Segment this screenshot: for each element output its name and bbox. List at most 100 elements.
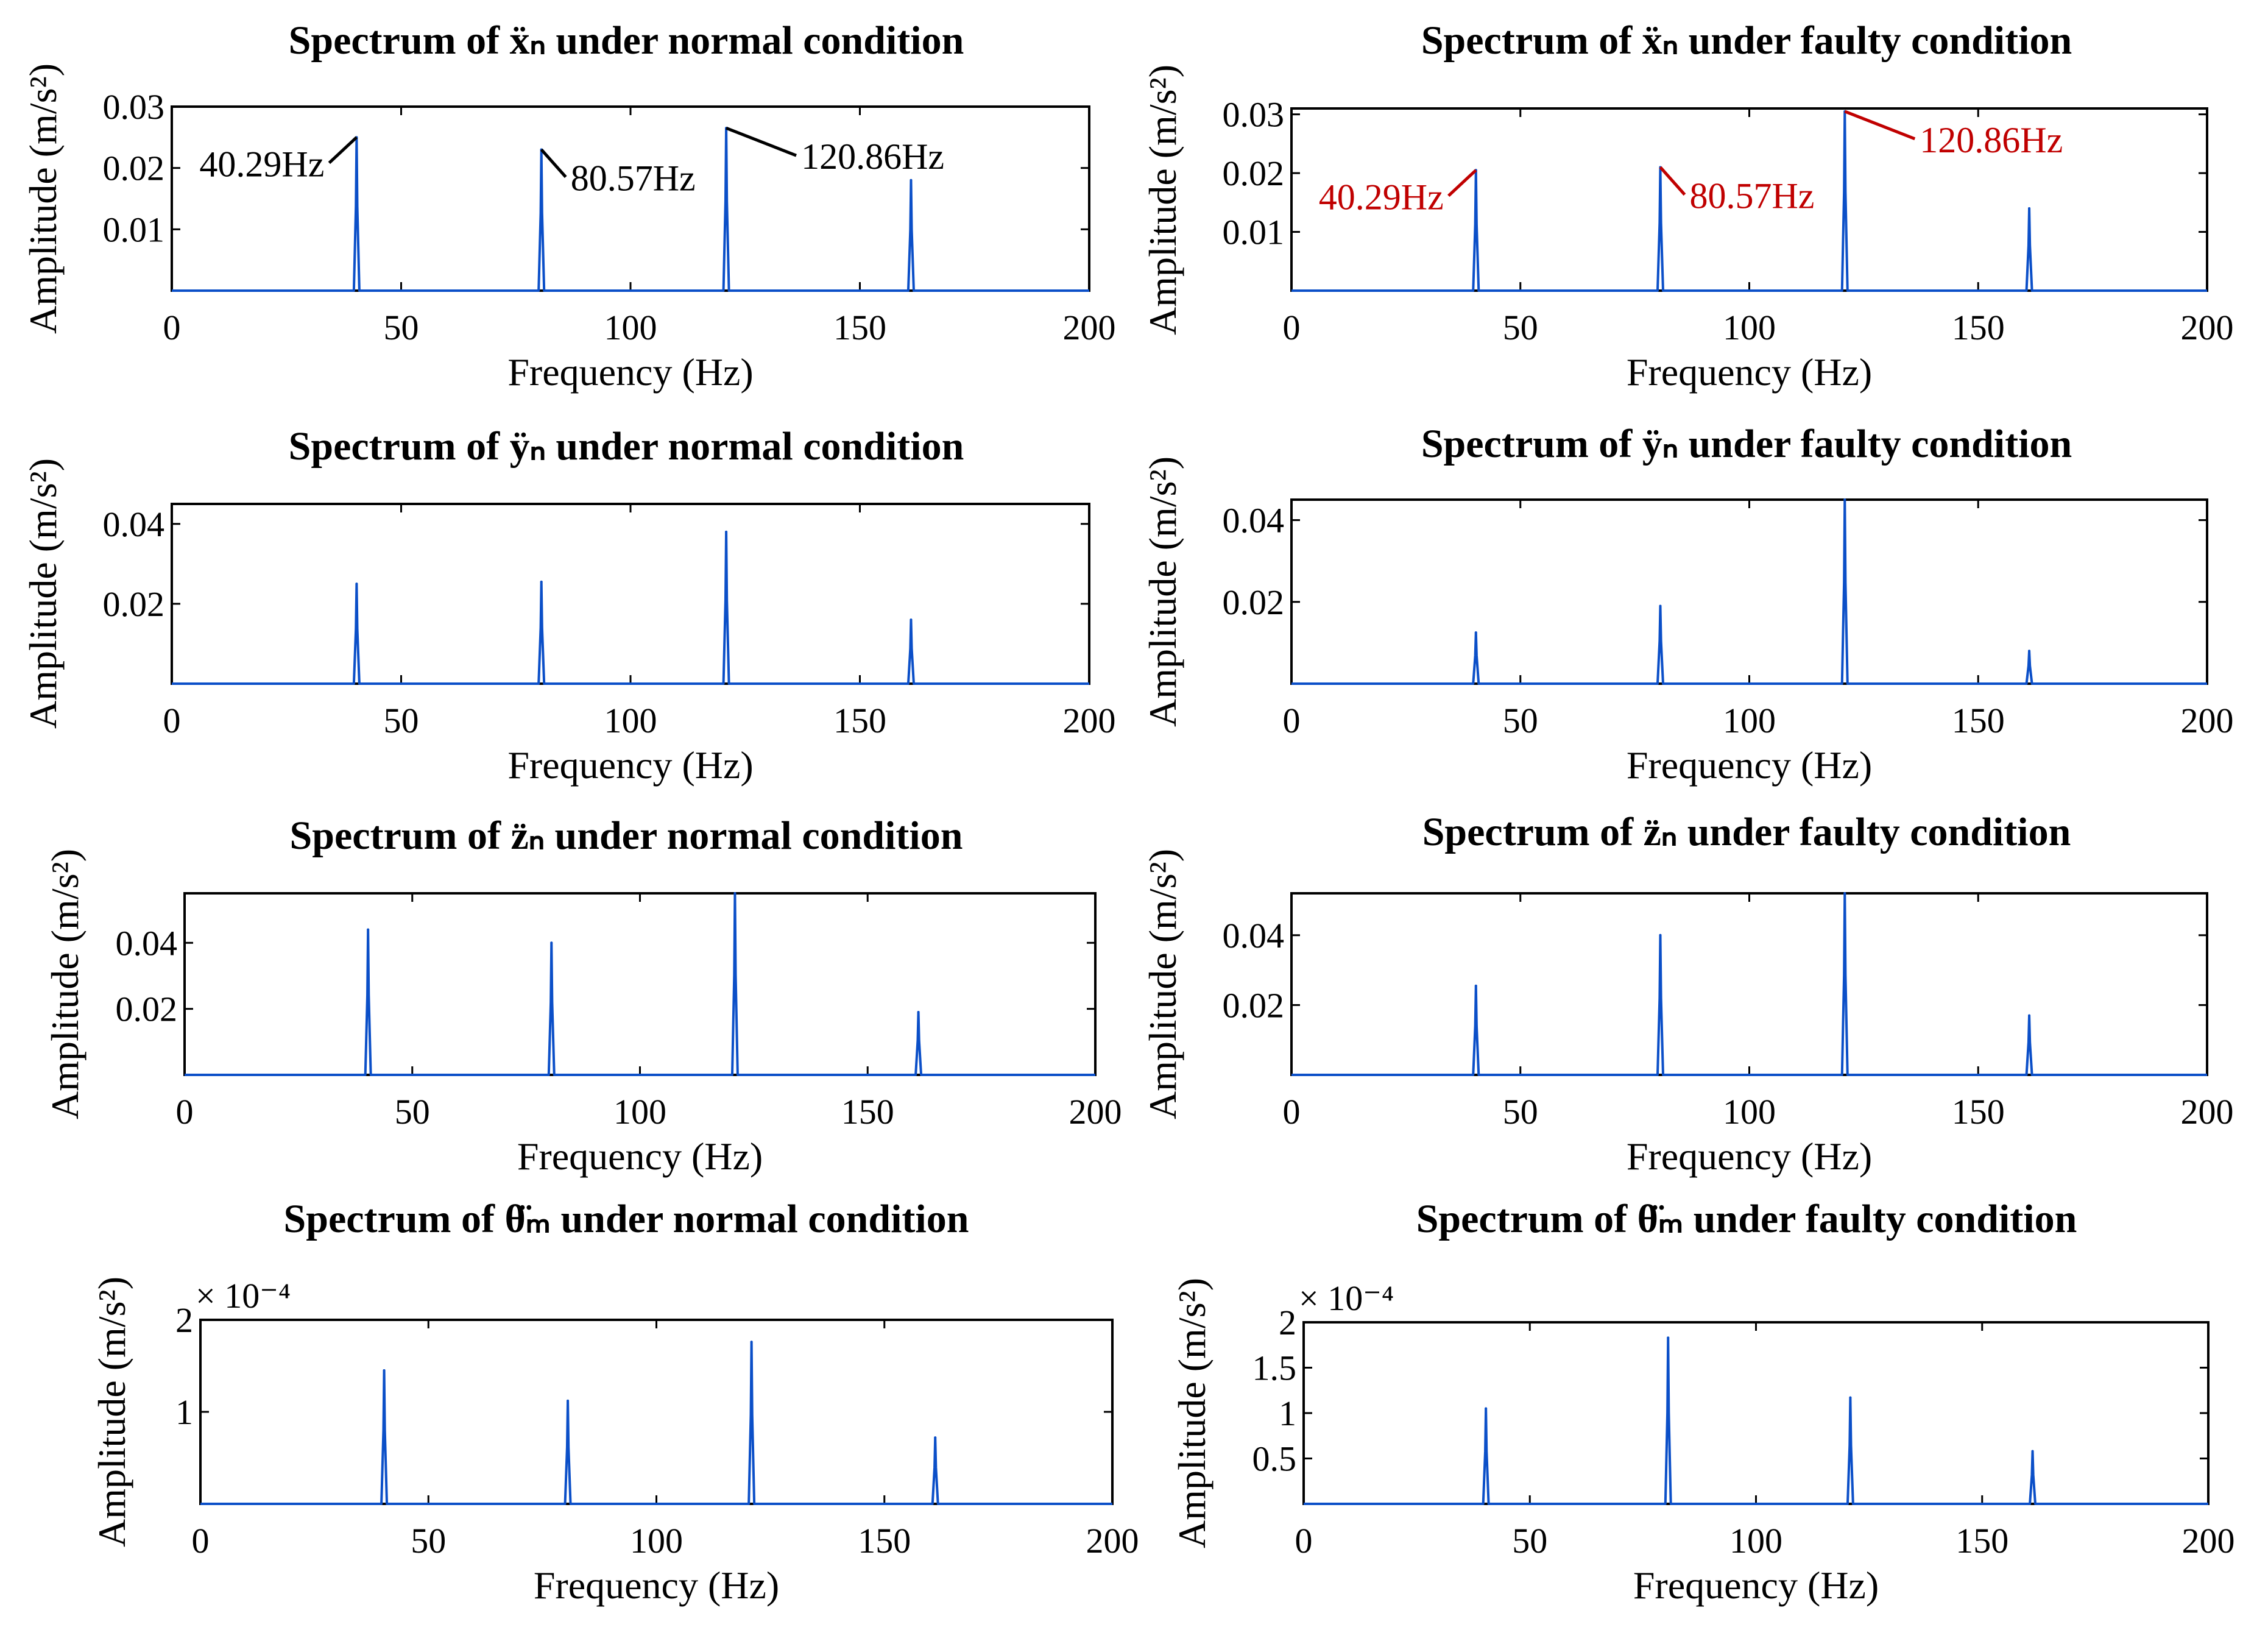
- chart-panel-xn-normal: Spectrum of ẍₙ under normal condition 0 50…: [21, 18, 1116, 394]
- peak-point-2: [550, 941, 553, 944]
- chart-title: Spectrum of ÿₙ under normal condition: [289, 424, 964, 469]
- x-tick-label: 50: [1503, 308, 1538, 347]
- x-tick-label: 100: [1729, 1521, 1782, 1561]
- spectrum-line: [172, 127, 1089, 292]
- plot-frame: [1302, 1321, 2210, 1505]
- peak-annotation: 80.57Hz: [571, 158, 696, 198]
- plot-frame: [171, 503, 1090, 685]
- peak-annotation: 120.86Hz: [801, 136, 944, 177]
- chart-title: Spectrum of ẍₙ under faulty condition: [1421, 18, 2072, 63]
- x-tick-label: 200: [1069, 1092, 1122, 1132]
- peak-point-2: [540, 580, 543, 583]
- y-tick-label: 0.02: [103, 584, 165, 624]
- y-tick-label: 0.04: [116, 923, 178, 963]
- y-tick-label: 0.01: [1223, 213, 1285, 252]
- x-tick-label: 50: [1503, 701, 1538, 740]
- peak-point-3: [1849, 1396, 1852, 1399]
- chart-panel-yn-normal: Spectrum of ÿₙ under normal condition 0 50…: [21, 424, 1116, 787]
- x-axis-label: Frequency (Hz): [517, 1135, 763, 1178]
- chart-title: Spectrum of θ̈ₘ under normal condition: [284, 1197, 969, 1241]
- y-tick-label: 2: [175, 1300, 193, 1340]
- y-axis-label: Amplitude (m/s²): [21, 458, 65, 729]
- peak-annotation: 40.29Hz: [1319, 177, 1444, 217]
- peak-point-3: [1843, 892, 1846, 895]
- plot-frame: [1290, 498, 2208, 685]
- peak-point-4: [910, 179, 913, 182]
- peak-point-4: [2028, 1014, 2031, 1017]
- peak-point-1: [367, 928, 370, 931]
- peak-point-2: [1667, 1336, 1670, 1339]
- x-tick-label: 150: [833, 701, 886, 740]
- peak-point-4: [910, 618, 913, 622]
- y-tick-label: 0.04: [1223, 501, 1285, 540]
- x-axis-label: Frequency (Hz): [507, 350, 753, 394]
- chart-title: Spectrum of ẍₙ under normal condition: [289, 18, 964, 63]
- chart-title: Spectrum of z̈ₙ under normal condition: [290, 813, 963, 858]
- peak-point-1: [355, 583, 358, 586]
- y-tick-label: 0.5: [1252, 1439, 1297, 1479]
- x-tick-label: 50: [1512, 1521, 1547, 1561]
- y-tick-label: 0.02: [1223, 154, 1285, 193]
- annotation-leader: [726, 126, 797, 157]
- y-scale-exponent: × 10⁻⁴: [1299, 1278, 1394, 1318]
- spectrum-line: [1291, 498, 2207, 685]
- x-tick-label: 50: [411, 1521, 446, 1561]
- plot-frame: [199, 1319, 1114, 1505]
- x-tick-label: 0: [163, 701, 181, 740]
- x-tick-label: 100: [613, 1092, 666, 1132]
- y-axis-label: Amplitude (m/s²): [43, 849, 87, 1119]
- x-tick-label: 200: [1063, 308, 1116, 347]
- x-tick-label: 100: [1723, 308, 1776, 347]
- annotation-leader: [1844, 110, 1916, 141]
- annotation-leader: [328, 136, 358, 165]
- x-tick-label: 100: [1723, 1092, 1776, 1132]
- peak-point-2: [567, 1399, 570, 1402]
- annotation-leader: [1447, 169, 1477, 197]
- y-tick-label: 0.04: [103, 505, 165, 544]
- x-tick-label: 150: [833, 308, 886, 347]
- y-axis-label: Amplitude (m/s²): [1141, 65, 1184, 335]
- y-tick-label: 0.04: [1223, 916, 1285, 955]
- peak-point-3: [750, 1341, 753, 1344]
- plot-frame: [171, 105, 1090, 292]
- chart-title: Spectrum of θ̈ₘ under faulty condition: [1416, 1197, 2077, 1241]
- y-tick-label: 0.02: [1223, 985, 1285, 1025]
- x-tick-label: 200: [2181, 701, 2234, 740]
- y-tick-label: 1: [175, 1392, 193, 1432]
- x-tick-label: 0: [1295, 1521, 1313, 1561]
- spectrum-line: [172, 530, 1089, 685]
- y-tick-label: 0.03: [1223, 95, 1285, 135]
- x-tick-label: 0: [163, 308, 181, 347]
- peak-point-3: [733, 892, 737, 895]
- y-axis-label: Amplitude (m/s²): [1141, 456, 1184, 727]
- chart-panel-yn-faulty: Spectrum of ÿₙ under faulty condition 0 50…: [1141, 422, 2234, 787]
- x-tick-label: 50: [384, 308, 419, 347]
- y-axis-label: Amplitude (m/s²): [1141, 849, 1184, 1119]
- x-tick-label: 200: [2181, 1092, 2234, 1132]
- x-tick-label: 0: [192, 1521, 210, 1561]
- spectrum-line: [1291, 110, 2207, 292]
- plot-frame: [183, 892, 1097, 1076]
- peak-point-1: [383, 1369, 386, 1372]
- chart-title: Spectrum of ÿₙ under faulty condition: [1421, 422, 2072, 466]
- x-tick-label: 100: [1723, 701, 1776, 740]
- x-axis-label: Frequency (Hz): [1633, 1564, 1879, 1607]
- peak-point-4: [934, 1436, 937, 1439]
- x-tick-label: 150: [841, 1092, 894, 1132]
- chart-panel-zn-normal: Spectrum of z̈ₙ under normal condition 0 5…: [43, 813, 1122, 1178]
- chart-panel-zn-faulty: Spectrum of z̈ₙ under faulty condition 0 5…: [1141, 810, 2234, 1178]
- peak-annotation: 40.29Hz: [199, 144, 324, 184]
- peak-point-1: [1474, 631, 1477, 634]
- chart-panel-xn-faulty: Spectrum of ẍₙ under faulty condition 0 50…: [1141, 18, 2234, 394]
- y-scale-exponent: × 10⁻⁴: [196, 1276, 291, 1316]
- peak-point-1: [1474, 984, 1477, 987]
- y-tick-label: 2: [1279, 1303, 1296, 1342]
- x-tick-label: 0: [176, 1092, 194, 1132]
- y-tick-label: 0.02: [1223, 583, 1285, 622]
- x-axis-label: Frequency (Hz): [534, 1564, 779, 1607]
- peak-annotation: 120.86Hz: [1920, 120, 2063, 160]
- x-tick-label: 0: [1283, 308, 1301, 347]
- peak-point-4: [2028, 207, 2031, 210]
- plot-frame: [1290, 892, 2208, 1076]
